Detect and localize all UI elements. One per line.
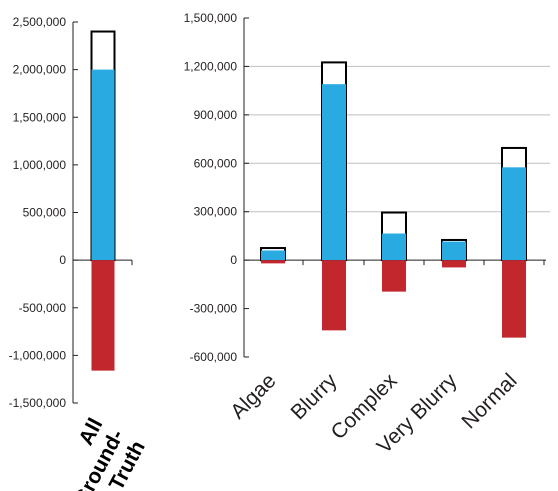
y-tick-label: -300,000 [190, 302, 238, 316]
y-tick-label: 600,000 [194, 156, 238, 170]
bar-positive [322, 84, 346, 261]
bar-negative [382, 260, 406, 292]
y-tick-label: 500,000 [23, 206, 67, 220]
bar-negative [442, 260, 466, 268]
y-tick-label: 0 [230, 253, 237, 267]
bar-negative [261, 260, 285, 264]
bar-negative [322, 260, 346, 331]
x-category-label: Blurry [286, 369, 341, 424]
y-tick-label: -600,000 [190, 350, 238, 364]
bar-positive [91, 69, 115, 261]
bar-positive [382, 233, 406, 261]
y-tick-label: -1,500,000 [9, 396, 67, 410]
y-tick-label: 1,000,000 [13, 158, 67, 172]
y-tick-label: 2,500,000 [13, 15, 67, 29]
y-tick-label: 900,000 [194, 108, 238, 122]
bar-positive [442, 241, 466, 261]
x-category-label: Algae [226, 369, 280, 423]
y-tick-label: 300,000 [194, 205, 238, 219]
y-tick-label: 0 [59, 253, 66, 267]
y-tick-label: 1,200,000 [184, 59, 238, 73]
bar-negative [91, 260, 115, 371]
x-category-label: Normal [457, 369, 521, 433]
bar-positive [261, 250, 285, 261]
y-tick-label: -1,000,000 [9, 348, 67, 362]
y-tick-label: 2,000,000 [13, 63, 67, 77]
y-tick-label: 1,500,000 [184, 11, 238, 25]
y-tick-label: 1,500,000 [13, 110, 67, 124]
bar-positive [502, 167, 526, 261]
y-tick-label: -500,000 [19, 301, 67, 315]
bar-negative [502, 260, 526, 338]
